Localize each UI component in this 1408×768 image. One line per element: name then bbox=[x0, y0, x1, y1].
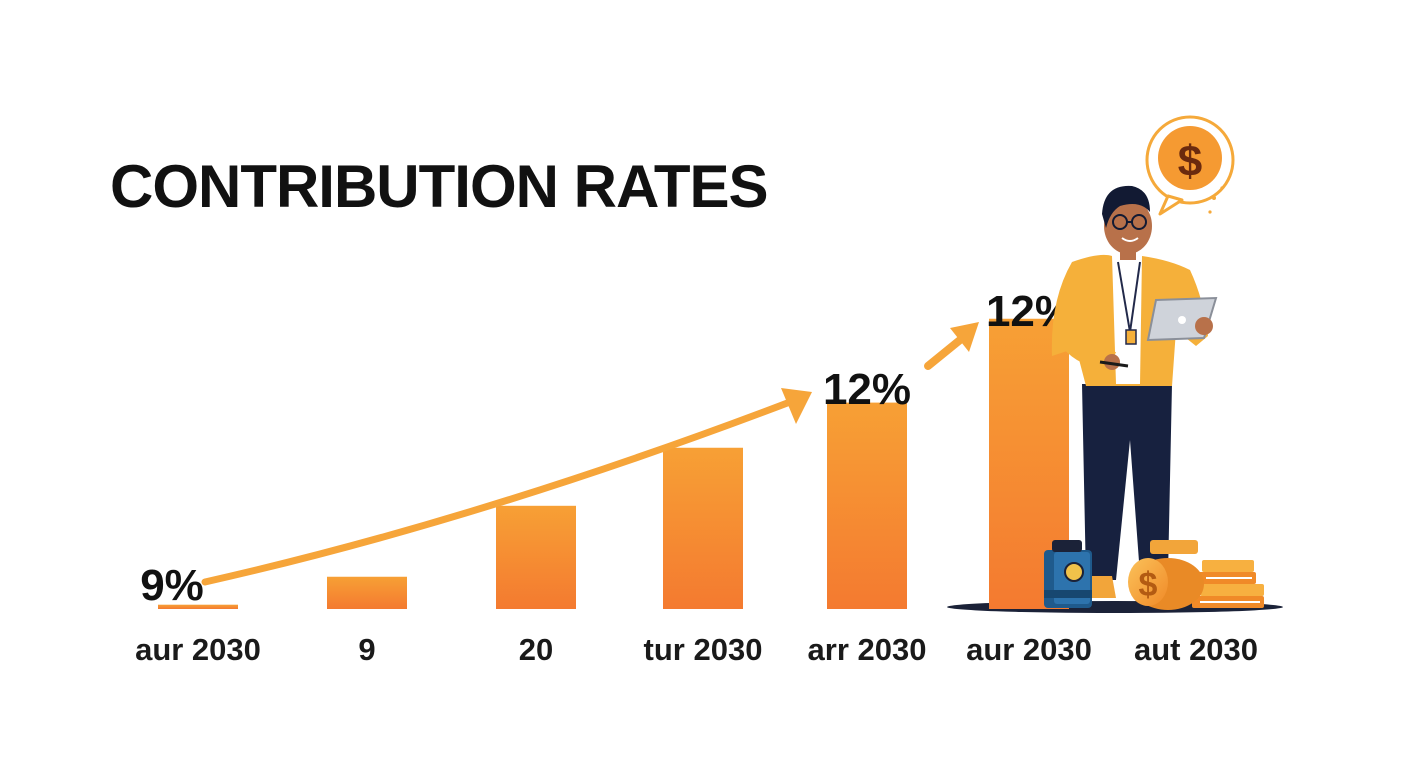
x-tick-label-3: 20 bbox=[519, 632, 553, 667]
briefcase-icon bbox=[1044, 540, 1092, 608]
x-tick-label-1: aur 2030 bbox=[135, 632, 261, 667]
x-tick-label-5: arr 2030 bbox=[808, 632, 927, 667]
chart-canvas: aur 2030 9 20 tur 2030 arr 2030 aur 2030 aut 2… bbox=[0, 0, 1408, 768]
x-axis-ticks: aur 2030 9 20 tur 2030 arr 2030 aur 2030 aut 2… bbox=[135, 632, 1258, 667]
x-tick-label-2: 9 bbox=[358, 632, 375, 667]
bar-2 bbox=[327, 577, 407, 609]
coin-dollar-symbol: $ bbox=[1139, 566, 1158, 604]
bar-3 bbox=[496, 506, 576, 609]
x-tick-label-6: aur 2030 bbox=[966, 632, 1092, 667]
x-tick-label-4: tur 2030 bbox=[644, 632, 763, 667]
value-annotation-2: 12% bbox=[823, 365, 911, 414]
dollar-speech-bubble-icon: $ bbox=[1147, 117, 1233, 214]
person-with-tablet-icon bbox=[1052, 186, 1216, 598]
x-tick-label-7: aut 2030 bbox=[1134, 632, 1258, 667]
bar-4 bbox=[663, 448, 743, 609]
trend-arrow-short bbox=[928, 340, 960, 366]
chart-stage: CONTRIBUTION RATES aur 2030 9 20 tur 2030 ar… bbox=[0, 0, 1408, 768]
value-annotation-1: 9% bbox=[140, 561, 204, 610]
bar-5 bbox=[827, 403, 907, 609]
bubble-dollar-symbol: $ bbox=[1178, 137, 1202, 186]
